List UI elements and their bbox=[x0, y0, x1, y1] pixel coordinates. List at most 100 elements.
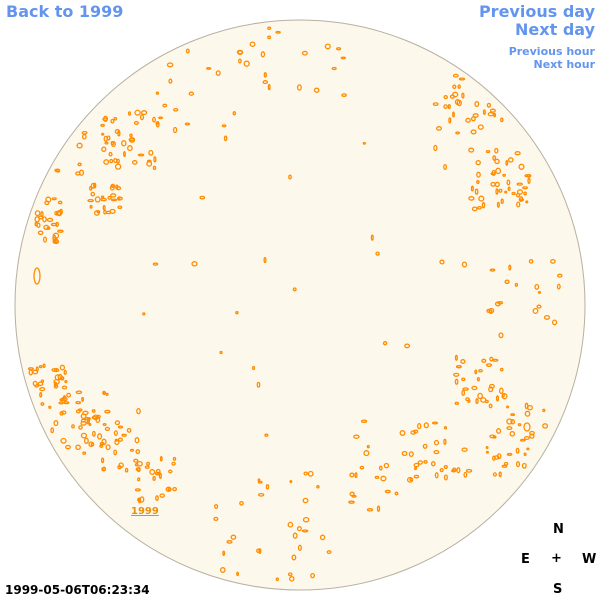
feature-contour bbox=[360, 419, 368, 423]
feature-contour bbox=[100, 457, 105, 464]
feature-contour bbox=[494, 181, 500, 188]
feature-contour bbox=[215, 70, 221, 76]
feature-contour bbox=[54, 168, 60, 173]
feature-contour bbox=[102, 391, 107, 395]
feature-contour bbox=[485, 150, 491, 154]
feature-contour bbox=[42, 216, 47, 223]
feature-contour bbox=[154, 471, 161, 476]
active-region-label[interactable]: 1999 bbox=[131, 506, 159, 517]
feature-contour bbox=[110, 198, 118, 202]
feature-contour bbox=[77, 162, 82, 167]
feature-contour bbox=[453, 372, 460, 377]
feature-contour bbox=[374, 475, 380, 480]
feature-contour bbox=[439, 259, 445, 265]
feature-contour bbox=[307, 470, 314, 477]
feature-contour bbox=[489, 268, 496, 272]
feature-contour bbox=[63, 401, 70, 405]
feature-contour bbox=[144, 465, 150, 469]
feature-contour bbox=[448, 117, 452, 124]
feature-contour bbox=[114, 420, 121, 426]
next-day-link[interactable]: Next day bbox=[515, 20, 595, 39]
previous-hour-link[interactable]: Previous hour bbox=[508, 45, 595, 58]
feature-contour bbox=[461, 261, 468, 268]
feature-contour bbox=[349, 472, 355, 478]
feature-contour bbox=[477, 124, 484, 130]
feature-contour bbox=[88, 441, 95, 448]
feature-contour bbox=[514, 282, 519, 287]
feature-contour bbox=[101, 438, 107, 446]
feature-contour bbox=[366, 508, 374, 512]
feature-contour bbox=[443, 163, 448, 171]
feature-contour bbox=[506, 452, 513, 456]
feature-contour bbox=[57, 229, 64, 233]
feature-contour bbox=[510, 418, 516, 425]
feature-contour bbox=[267, 35, 272, 40]
previous-day-link[interactable]: Previous day bbox=[478, 2, 595, 21]
feature-contour bbox=[449, 94, 455, 99]
next-hour-link[interactable]: Next hour bbox=[533, 58, 596, 71]
feature-contour bbox=[86, 417, 91, 423]
feature-contour bbox=[81, 396, 85, 402]
feature-contour bbox=[506, 405, 510, 409]
feature-contour bbox=[452, 84, 457, 90]
feature-contour bbox=[153, 156, 157, 163]
feature-contour bbox=[525, 200, 529, 204]
feature-contour bbox=[109, 158, 114, 164]
feature-contour bbox=[133, 121, 139, 125]
feature-contour bbox=[434, 472, 439, 479]
feature-contour bbox=[375, 251, 380, 256]
feature-contour bbox=[243, 60, 250, 67]
compass-east: E bbox=[521, 552, 530, 567]
feature-contour bbox=[463, 471, 468, 478]
feature-contour bbox=[465, 117, 471, 123]
feature-contour bbox=[134, 462, 139, 467]
back-to-year-link[interactable]: Back to 1999 bbox=[6, 2, 124, 21]
feature-contour bbox=[58, 401, 64, 405]
feature-contour bbox=[155, 91, 160, 95]
feature-contour bbox=[44, 200, 50, 206]
feature-contour bbox=[258, 492, 265, 497]
feature-contour bbox=[498, 471, 502, 478]
feature-contour bbox=[362, 141, 366, 145]
feature-contour bbox=[36, 222, 41, 229]
feature-contour bbox=[106, 135, 111, 141]
feature-contour bbox=[382, 341, 388, 346]
feature-contour bbox=[214, 503, 219, 510]
feature-contour bbox=[142, 312, 146, 316]
feature-contour bbox=[267, 26, 272, 31]
feature-contour bbox=[46, 217, 54, 223]
feature-contour bbox=[126, 427, 132, 433]
feature-contour bbox=[465, 397, 470, 402]
feature-contour bbox=[155, 495, 159, 501]
compass-south: S bbox=[553, 582, 563, 597]
feature-contour bbox=[376, 505, 381, 512]
feature-contour bbox=[316, 485, 320, 489]
feature-contour bbox=[452, 73, 459, 78]
feature-contour bbox=[494, 147, 499, 154]
feature-contour bbox=[108, 151, 113, 157]
feature-contour bbox=[537, 290, 542, 294]
feature-contour bbox=[470, 116, 476, 122]
feature-contour bbox=[472, 113, 479, 118]
feature-contour bbox=[171, 461, 176, 466]
feature-contour bbox=[439, 467, 444, 473]
feature-contour bbox=[275, 30, 281, 34]
feature-contour bbox=[443, 426, 448, 430]
feature-contour bbox=[431, 421, 439, 425]
feature-contour bbox=[113, 116, 118, 121]
feature-contour bbox=[257, 478, 261, 483]
feature-contour bbox=[471, 385, 478, 391]
feature-contour bbox=[263, 72, 267, 78]
feature-contour bbox=[460, 359, 466, 364]
feature-contour bbox=[359, 465, 365, 470]
feature-contour bbox=[481, 202, 486, 209]
feature-contour bbox=[394, 491, 399, 496]
feature-contour bbox=[292, 287, 297, 292]
feature-contour bbox=[52, 238, 56, 244]
feature-contour bbox=[104, 409, 111, 414]
feature-contour bbox=[172, 456, 177, 461]
feature-contour bbox=[100, 195, 105, 199]
feature-contour bbox=[476, 376, 480, 382]
feature-contour bbox=[326, 550, 332, 555]
feature-contour bbox=[408, 451, 414, 457]
